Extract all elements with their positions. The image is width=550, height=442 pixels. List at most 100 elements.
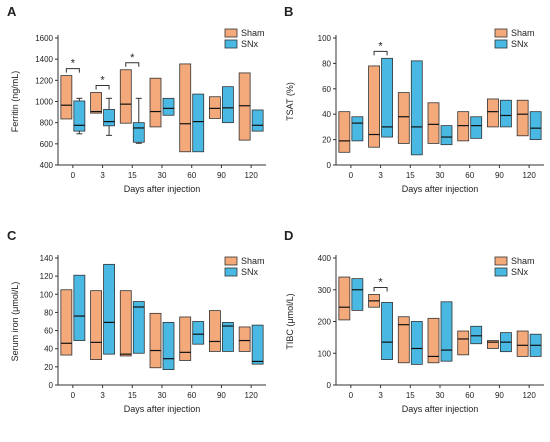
box-snx-60 (192, 93, 205, 153)
box-sham-90 (209, 310, 221, 352)
box-sham-15 (397, 92, 410, 144)
x-tick-label: 60 (465, 391, 474, 400)
y-tick-label: 40 (322, 110, 331, 119)
panel-label-c: C (7, 228, 17, 243)
y-tick-label: 1600 (35, 34, 53, 43)
box-snx-120 (529, 111, 542, 141)
y-tick-label: 20 (322, 136, 331, 145)
legend-swatch-snx (494, 39, 508, 49)
box-snx-15 (410, 321, 423, 365)
panel-a: 400 600 800 1000 1200 1400 1600 0 3 15 30 60 90 120 Da… (10, 28, 266, 194)
box-sham-60 (457, 111, 470, 142)
y-tick-label: 400 (40, 161, 54, 170)
box-sham-120 (516, 330, 529, 357)
y-tick-label: 0 (327, 161, 332, 170)
box-sham-0 (338, 111, 351, 153)
box-snx-0 (73, 100, 86, 132)
x-axis-title: Days after injection (124, 404, 201, 414)
legend-swatch-sham (224, 28, 238, 38)
box-snx-3 (381, 302, 393, 361)
significance-star: * (378, 40, 383, 52)
box-snx-90 (222, 322, 234, 352)
significance-star: * (130, 52, 135, 64)
y-axis-title: TSAT (%) (285, 82, 295, 121)
x-tick-label: 15 (128, 391, 137, 400)
box-snx-60 (470, 116, 483, 139)
legend-label-sham: Sham (511, 256, 535, 266)
y-tick-label: 20 (44, 363, 53, 372)
box-sham-60 (179, 316, 192, 361)
box-sham-3 (90, 290, 102, 360)
legend-label-snx: SNx (241, 267, 259, 277)
significance-bracket (65, 68, 80, 73)
box-sham-90 (209, 96, 221, 119)
y-axis-title: Serum iron (μmol/L) (10, 282, 20, 362)
x-tick-label: 0 (349, 391, 354, 400)
box-sham-3 (90, 92, 102, 114)
legend-swatch-sham (494, 28, 508, 38)
x-axis-title: Days after injection (402, 184, 479, 194)
box-snx-60 (192, 321, 205, 345)
legend-label-snx: SNx (511, 267, 529, 277)
x-tick-label: 60 (465, 171, 474, 180)
x-tick-label: 30 (158, 171, 167, 180)
panel-d: 0 100 200 300 400 0 3 15 30 60 90 120 Days after inj… (285, 254, 544, 414)
legend-label-sham: Sham (511, 28, 535, 38)
legend-label-snx: SNx (241, 39, 259, 49)
y-tick-label: 140 (40, 254, 54, 263)
box-snx-15 (132, 122, 145, 143)
x-tick-label: 120 (522, 171, 536, 180)
x-tick-label: 3 (378, 391, 383, 400)
box-snx-90 (500, 99, 512, 128)
x-tick-label: 90 (495, 391, 504, 400)
box-snx-30 (162, 322, 175, 370)
y-tick-label: 60 (44, 327, 53, 336)
x-tick-label: 120 (244, 171, 258, 180)
panel-label-d: D (284, 228, 293, 243)
box-sham-90 (487, 340, 499, 349)
significance-bracket (95, 85, 110, 90)
y-tick-label: 80 (322, 59, 331, 68)
box-sham-30 (149, 312, 162, 369)
legend-label-sham: Sham (241, 28, 265, 38)
box-snx-90 (222, 86, 234, 124)
x-tick-label: 120 (522, 391, 536, 400)
x-tick-label: 60 (187, 391, 196, 400)
y-tick-label: 0 (327, 381, 332, 390)
box-snx-15 (410, 60, 423, 156)
y-tick-label: 300 (318, 286, 332, 295)
x-tick-label: 60 (187, 171, 196, 180)
panel-label-b: B (284, 4, 293, 19)
box-snx-3 (381, 57, 393, 138)
x-tick-label: 3 (378, 171, 383, 180)
legend-swatch-sham (494, 256, 508, 266)
x-tick-label: 120 (244, 391, 258, 400)
y-tick-label: 120 (40, 272, 54, 281)
box-sham-15 (119, 69, 132, 124)
legend-swatch-snx (224, 39, 238, 49)
box-sham-0 (338, 276, 351, 321)
y-tick-label: 200 (318, 318, 332, 327)
box-sham-15 (397, 316, 410, 364)
y-tick-label: 1200 (35, 76, 53, 85)
legend-label-snx: SNx (511, 39, 529, 49)
x-tick-label: 15 (406, 391, 415, 400)
y-axis-title: TIBC (μmol/L) (285, 293, 295, 349)
y-tick-label: 1400 (35, 55, 53, 64)
box-snx-0 (351, 278, 364, 311)
y-tick-label: 1000 (35, 98, 53, 107)
x-tick-label: 3 (100, 171, 105, 180)
x-tick-label: 90 (495, 171, 504, 180)
x-tick-label: 30 (436, 171, 445, 180)
box-snx-15 (132, 301, 145, 354)
box-snx-60 (470, 325, 483, 345)
x-tick-label: 15 (128, 171, 137, 180)
x-tick-label: 90 (217, 171, 226, 180)
y-tick-label: 0 (49, 381, 54, 390)
y-tick-label: 100 (318, 34, 332, 43)
significance-bracket (125, 62, 140, 67)
legend-swatch-snx (224, 267, 238, 277)
panel-c: 0 20 40 60 80 100 120 140 0 3 15 30 60 90 120 Days afte… (10, 254, 266, 414)
box-sham-60 (457, 330, 470, 356)
y-axis-title: Ferritin (ng/mL) (10, 71, 20, 133)
